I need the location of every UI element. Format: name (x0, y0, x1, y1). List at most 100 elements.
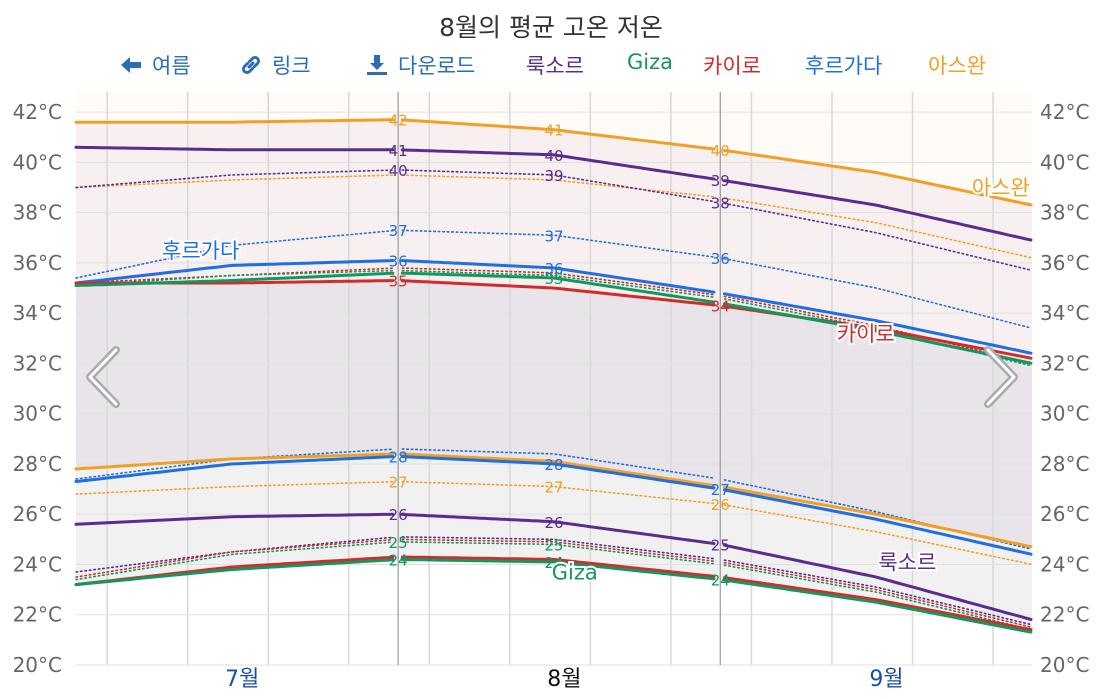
아스완-low-line (74, 452, 395, 471)
룩소르-high-line (400, 148, 716, 181)
data-label: 38 (711, 195, 730, 213)
chart-grid (76, 92, 1032, 666)
룩소르-high_dotted-line (723, 202, 1032, 272)
룩소르-high_dotted-line (75, 169, 394, 189)
toolbar: 여름 링크 다운로드 룩소르 Giza 카이로 후르가다 아스완 (0, 50, 1102, 82)
후르가다-high-line (74, 259, 395, 285)
카이로-high-line (400, 279, 716, 307)
data-label: 24 (544, 554, 563, 572)
룩소르-low-line (722, 543, 1033, 621)
series-callout: Giza (552, 561, 598, 585)
y-tick-label-right: 42°C (1040, 100, 1089, 124)
아스완-low_dotted-line (75, 480, 394, 495)
Giza-low-line (74, 558, 395, 587)
next-month-button[interactable] (982, 340, 1022, 420)
link-label: 링크 (272, 54, 311, 78)
카이로-high_dotted-line (723, 295, 1032, 365)
아스완-high-line (400, 118, 716, 151)
link-icon (241, 55, 261, 75)
data-label: 25 (711, 536, 730, 554)
y-tick-label-left: 36°C (13, 251, 62, 275)
카이로-low-line (722, 576, 1033, 632)
chart-axes: 20°C 20°C 22°C 22°C 24°C 24°C 26°C 26°C 28°C 28°C… (13, 100, 1090, 692)
후르가다-low-line (722, 488, 1033, 556)
카이로-low_dotted-line (75, 538, 394, 578)
후르가다-low_dotted-line (401, 448, 715, 479)
Giza-low_dotted-line (75, 541, 394, 581)
y-tick-label-right: 36°C (1040, 251, 1089, 275)
data-label: 27 (544, 479, 563, 497)
y-tick-label-right: 24°C (1040, 552, 1089, 576)
summer-back-button[interactable]: 여름 (118, 50, 191, 80)
data-label: 36 (711, 250, 730, 268)
data-label: 35 (389, 272, 408, 290)
후르가다-high_dotted-line (75, 229, 394, 279)
Giza-low_dotted-line (723, 564, 1032, 631)
data-label: 26 (544, 514, 563, 532)
y-tick-label-left: 20°C (13, 653, 62, 677)
아스완-low-line (722, 485, 1033, 549)
y-tick-label-left: 32°C (13, 351, 62, 375)
link-button[interactable]: 링크 (238, 50, 311, 80)
룩소르-high-line (722, 179, 1033, 242)
data-label: 40 (544, 147, 563, 165)
y-tick-label-left: 26°C (13, 502, 62, 526)
y-tick-label-left: 30°C (13, 402, 62, 426)
카이로-low_dotted-line (401, 538, 715, 563)
Giza-low-line (722, 578, 1033, 634)
chart-bands (76, 92, 1032, 633)
month-label: 7월 (225, 667, 259, 692)
legend-cairo[interactable]: 카이로 (703, 54, 761, 78)
룩소르-low_dotted-line (75, 536, 394, 573)
data-label: 41 (389, 142, 408, 160)
download-icon (367, 55, 387, 75)
data-label: 40 (389, 162, 408, 180)
data-label: 36 (389, 252, 408, 270)
legend-giza[interactable]: Giza (627, 50, 673, 74)
후르가다-high-line (400, 259, 716, 294)
series-callout: 아스완 (972, 176, 1030, 200)
data-label: 25 (389, 534, 408, 552)
룩소르-low-line (400, 512, 716, 545)
y-tick-label-left: 40°C (13, 150, 62, 174)
Giza-high-line (74, 271, 395, 287)
month-label: 9월 (869, 667, 903, 692)
Giza-high_dotted-line (75, 269, 394, 287)
룩소르-low_dotted-line (401, 536, 715, 560)
legend-luxor[interactable]: 룩소르 (526, 54, 584, 78)
download-button[interactable]: 다운로드 (364, 50, 475, 80)
Giza-low-line (400, 558, 716, 581)
후르가다-high-line (722, 292, 1033, 355)
y-tick-label-right: 40°C (1040, 150, 1089, 174)
후르가다-high_dotted-line (723, 257, 1032, 329)
download-label: 다운로드 (398, 54, 476, 78)
data-label: 27 (711, 481, 730, 499)
아스완-high_dotted-line (723, 197, 1032, 259)
후르가다-high_dotted-line (401, 229, 715, 258)
month-label: 8월 (547, 667, 581, 692)
chevron-left-icon (86, 346, 120, 408)
y-tick-label-left: 22°C (13, 603, 62, 627)
y-tick-label-right: 30°C (1040, 402, 1089, 426)
legend-hurghada[interactable]: 후르가다 (805, 54, 883, 78)
y-tick-label-right: 22°C (1040, 603, 1089, 627)
legend-aswan[interactable]: 아스완 (928, 54, 986, 78)
후르가다-low_dotted-line (75, 448, 394, 480)
data-label: 36 (544, 260, 563, 278)
chart-lines (74, 118, 1033, 634)
data-label: 39 (711, 172, 730, 190)
high-temperature-band (76, 119, 1032, 364)
data-label: 40 (711, 142, 730, 160)
data-label: 28 (544, 456, 563, 474)
data-label: 35 (544, 270, 563, 288)
prev-month-button[interactable] (82, 340, 122, 420)
룩소르-high-line (74, 145, 395, 152)
아스완-high-line (722, 148, 1033, 207)
chevron-right-icon (984, 346, 1018, 408)
Giza-high_dotted-line (401, 269, 715, 299)
카이로-low-line (400, 555, 716, 578)
series-callout: 카이로 (837, 322, 895, 346)
data-label: 24 (389, 551, 408, 569)
